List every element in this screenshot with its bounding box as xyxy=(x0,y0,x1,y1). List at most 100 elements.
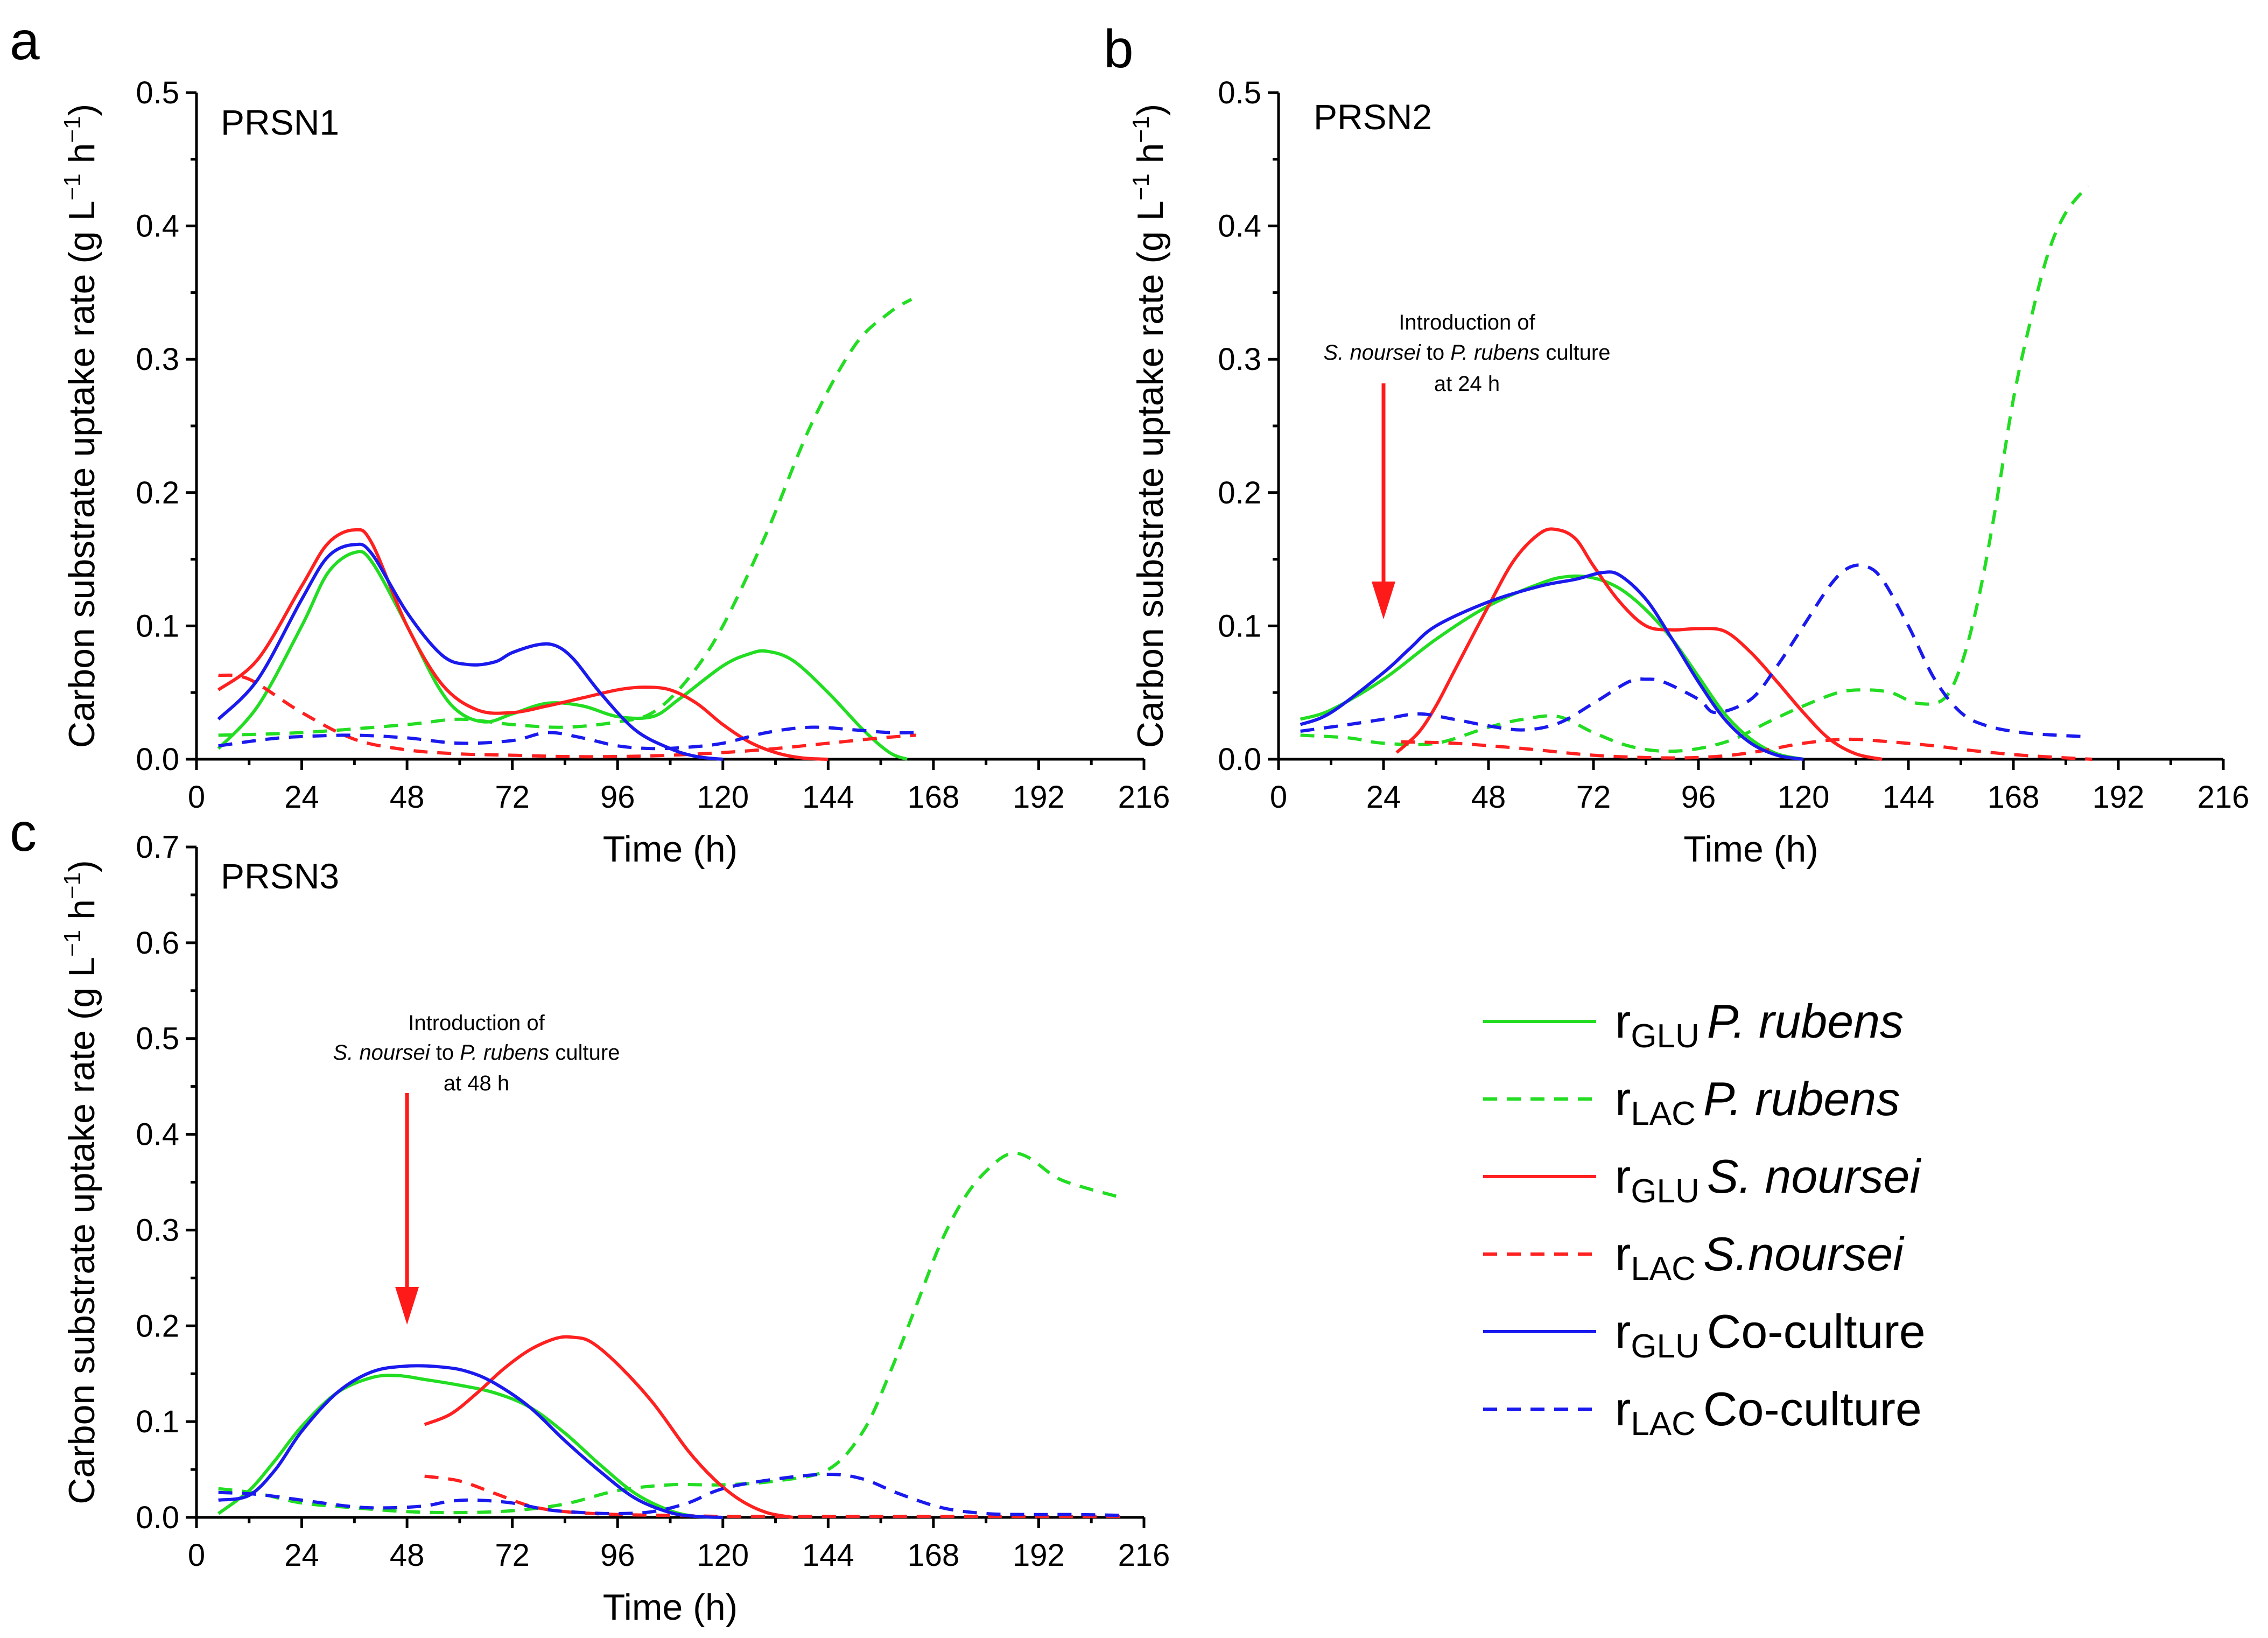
x-tick-label: 192 xyxy=(1013,1538,1065,1573)
series-rglu-s-noursei-line xyxy=(217,528,828,761)
x-tick-label: 120 xyxy=(1778,780,1830,815)
series-rglu-s-noursei-line xyxy=(1395,527,1883,761)
legend: rGLU P. rubens rLAC P. rubens rGLU S. noursei… xyxy=(1483,995,1926,1443)
series-rglu-co-culture-line xyxy=(1300,570,1804,761)
legend-item: rGLU S. noursei xyxy=(1483,1150,1921,1210)
panel-title: PRSN1 xyxy=(221,102,339,142)
annotation-line-3: at 24 h xyxy=(1434,372,1500,396)
x-tick-label: 216 xyxy=(2197,780,2250,815)
panel-letter: c xyxy=(10,802,37,863)
legend-item: rGLU P. rubens xyxy=(1483,995,1904,1055)
legend-item: rLAC Co-culture xyxy=(1483,1382,1922,1443)
x-tick-label: 144 xyxy=(1883,780,1935,815)
y-tick-label: 0.1 xyxy=(136,608,179,643)
series-rlac-s-noursei-line xyxy=(218,673,916,759)
panel-letter: b xyxy=(1104,19,1134,79)
y-tick-label: 0.5 xyxy=(136,1021,179,1056)
x-tick-label: 96 xyxy=(1681,780,1716,815)
annotation-line-2: S. noursei to P. rubens culture xyxy=(1324,341,1611,365)
annotation-line-1: Introduction of xyxy=(1399,311,1535,334)
x-tick-label: 120 xyxy=(697,1538,749,1573)
series-rlac-p-rubens-line xyxy=(218,1151,1118,1515)
legend-label: rGLU P. rubens xyxy=(1615,995,1904,1055)
annotation-line-1: Introduction of xyxy=(408,1011,545,1035)
x-tick-label: 24 xyxy=(284,1538,319,1573)
panel-c: c PRSN3 0 24 48 72 96 120 144 168 192 216 0.0 0.1 0.2 0… xyxy=(10,802,1170,1628)
y-tick-label: 0.3 xyxy=(1218,342,1261,377)
x-tick-label: 48 xyxy=(1471,780,1506,815)
panel-title: PRSN3 xyxy=(221,856,339,896)
legend-label: rLAC S.noursei xyxy=(1615,1227,1905,1287)
series-rlac-co-culture-line xyxy=(218,725,916,751)
x-tick-label: 192 xyxy=(2093,780,2145,815)
x-tick-label: 24 xyxy=(1366,780,1401,815)
y-tick-label: 0.2 xyxy=(1218,475,1261,510)
y-tick-label: 0.2 xyxy=(136,1308,179,1343)
panel-a: a PRSN1 0 24 48 72 96 120 144 168 192 216 0.0 0.1 0.2 0… xyxy=(10,11,1170,870)
y-tick-label: 0.4 xyxy=(136,1117,179,1152)
series-rlac-s-noursei-line xyxy=(1401,737,2093,761)
series-rglu-co-culture-line xyxy=(218,1364,723,1519)
annotation-line-2: S. noursei to P. rubens culture xyxy=(333,1041,620,1065)
y-tick-label: 0.0 xyxy=(1218,742,1261,777)
x-tick-label: 48 xyxy=(390,780,425,815)
series-rlac-p-rubens-line xyxy=(218,298,912,737)
series-rglu-p-rubens-line xyxy=(217,1374,723,1519)
y-tick-label: 0.0 xyxy=(136,1500,179,1535)
introduction-annotation: Introduction of S. noursei to P. rubens c… xyxy=(1324,311,1611,619)
x-tick-label: 96 xyxy=(600,780,635,815)
arrow-head-icon xyxy=(395,1287,419,1325)
panel-b: b PRSN2 0 24 48 72 96 120 144 168 192 216 0.0 0.1 0.2 0… xyxy=(1104,19,2249,870)
legend-item: rGLU Co-culture xyxy=(1483,1305,1926,1365)
y-tick-label: 0.4 xyxy=(136,209,179,244)
x-tick-label: 216 xyxy=(1118,780,1170,815)
y-tick-label: 0.4 xyxy=(1218,209,1261,244)
legend-label: rGLU Co-culture xyxy=(1615,1305,1926,1365)
x-tick-label: 72 xyxy=(1576,780,1611,815)
x-tick-label: 144 xyxy=(802,780,854,815)
y-axis-title: Carbon substrate uptake rate (g L−1 h−1) xyxy=(59,860,102,1504)
series-rlac-p-rubens-line xyxy=(1300,185,2089,753)
y-tick-label: 0.2 xyxy=(136,475,179,510)
x-tick-label: 48 xyxy=(390,1538,425,1573)
x-tick-label: 96 xyxy=(600,1538,635,1573)
legend-label: rLAC Co-culture xyxy=(1615,1382,1922,1443)
y-tick-label: 0.1 xyxy=(136,1404,179,1439)
x-axis-title: Time (h) xyxy=(603,1587,738,1628)
y-tick-label: 0.7 xyxy=(136,830,179,865)
legend-label: rLAC P. rubens xyxy=(1615,1072,1900,1132)
x-tick-label: 0 xyxy=(188,1538,205,1573)
panel-title: PRSN2 xyxy=(1314,97,1432,137)
x-tick-label: 24 xyxy=(284,780,319,815)
y-axis-title: Carbon substrate uptake rate (g L−1 h−1) xyxy=(1128,104,1171,748)
x-tick-label: 72 xyxy=(495,1538,530,1573)
x-tick-label: 216 xyxy=(1118,1538,1170,1573)
x-axis-title: Time (h) xyxy=(1683,829,1818,870)
x-tick-label: 120 xyxy=(697,780,749,815)
series-rglu-co-culture-line xyxy=(217,542,724,761)
series-rglu-p-rubens-line xyxy=(217,550,908,761)
y-axis-title: Carbon substrate uptake rate (g L−1 h−1) xyxy=(59,104,102,748)
y-tick-label: 0.1 xyxy=(1218,608,1261,643)
y-tick-label: 0.0 xyxy=(136,742,179,777)
axes-frame xyxy=(195,847,1144,1519)
y-tick-label: 0.3 xyxy=(136,1213,179,1248)
y-tick-label: 0.3 xyxy=(136,342,179,377)
legend-item: rLAC S.noursei xyxy=(1483,1227,1905,1287)
y-tick-label: 0.6 xyxy=(136,926,179,961)
x-tick-label: 168 xyxy=(1988,780,2040,815)
legend-item: rLAC P. rubens xyxy=(1483,1072,1900,1132)
series-rlac-co-culture-line xyxy=(218,1473,1127,1517)
x-tick-label: 72 xyxy=(495,780,530,815)
x-tick-label: 144 xyxy=(802,1538,854,1573)
series-rglu-p-rubens-line xyxy=(1300,574,1804,761)
x-tick-label: 192 xyxy=(1013,780,1065,815)
axes-frame xyxy=(1277,93,2223,761)
x-tick-label: 168 xyxy=(907,1538,959,1573)
x-tick-label: 168 xyxy=(907,780,959,815)
arrow-head-icon xyxy=(1372,582,1395,619)
series-rlac-co-culture-line xyxy=(1300,563,2084,738)
series-rglu-s-noursei-line xyxy=(424,1335,794,1519)
y-tick-label: 0.5 xyxy=(1218,75,1261,110)
